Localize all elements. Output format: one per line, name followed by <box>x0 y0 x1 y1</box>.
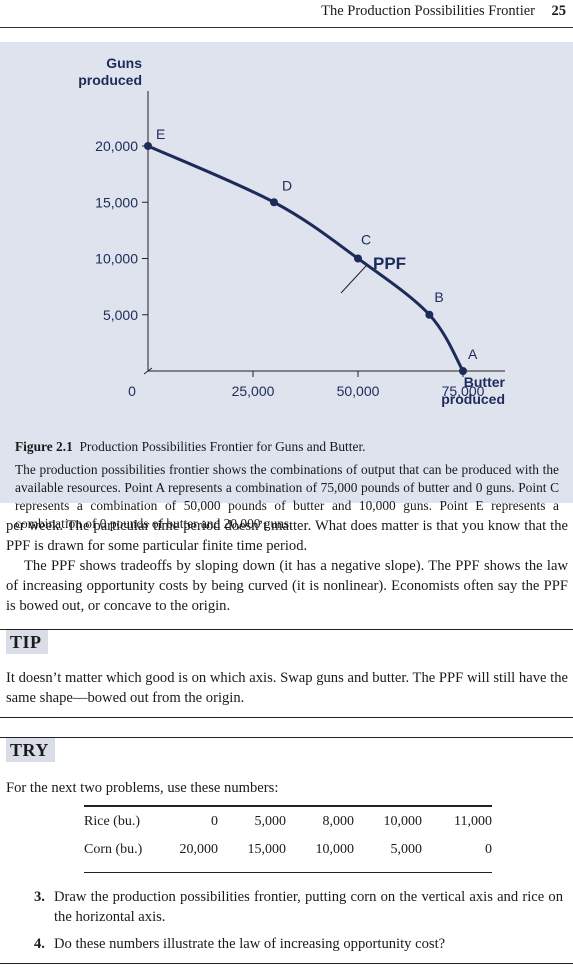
table-cell: 5,000 <box>390 842 423 857</box>
problem-item: 4. Do these numbers illustrate the law o… <box>34 934 563 954</box>
point-d <box>270 198 278 207</box>
problem-number: 4. <box>34 936 45 952</box>
body-paragraphs: per week. The particular time period doe… <box>6 516 568 616</box>
try-bottom-rule <box>0 963 573 964</box>
figure-caption: Figure 2.1 Production Possibilities Fron… <box>15 438 559 533</box>
problem-number: 3. <box>34 889 45 905</box>
y-axis-label: produced <box>78 72 142 88</box>
figure-box: 5,000 10,000 15,000 20,000 0 25,000 50,000 75,0… <box>0 42 573 531</box>
table-cell: 0 <box>211 814 218 829</box>
ppf-curve <box>147 144 465 372</box>
y-tick-label: 15,000 <box>95 194 138 210</box>
x-axis-label: produced <box>441 391 505 407</box>
running-title: The Production Possibilities Frontier <box>321 3 535 19</box>
table-row-label: Corn (bu.) <box>84 842 143 857</box>
page-number: 25 <box>551 3 567 19</box>
problem-list: 3. Draw the production possibilities fro… <box>34 887 563 961</box>
tip-bottom-rule <box>0 717 573 718</box>
tip-text: It doesn’t matter which good is on which… <box>6 670 568 706</box>
y-tick-label: 5,000 <box>103 307 138 323</box>
try-intro: For the next two problems, use these num… <box>6 780 279 796</box>
header-rule <box>0 27 573 28</box>
figure-title-text: Production Possibilities Frontier for Gu… <box>79 439 366 454</box>
point-label-e: E <box>156 126 165 142</box>
figure-title: Figure 2.1 Production Possibilities Fron… <box>15 438 559 456</box>
x-tick-label: 25,000 <box>232 383 275 399</box>
point-e <box>144 142 152 150</box>
point-c <box>354 254 362 263</box>
tip-label: TIP <box>6 630 48 654</box>
table-cell: 8,000 <box>322 814 355 829</box>
x-axis-label: Butter <box>464 374 506 390</box>
x-tick-label: 50,000 <box>337 383 380 399</box>
running-header: The Production Possibilities Frontier 25 <box>0 0 573 30</box>
ppf-label: PPF <box>373 254 406 273</box>
body-para-1: per week. The particular time period doe… <box>6 518 568 554</box>
point-label-b: B <box>434 289 443 305</box>
y-tick-label: 10,000 <box>95 251 138 267</box>
x-tick-label: 0 <box>128 383 136 399</box>
table-cell: 10,000 <box>383 814 423 829</box>
problem-item: 3. Draw the production possibilities fro… <box>34 887 563 927</box>
table-cell: 10,000 <box>315 842 355 857</box>
table-top-rule <box>84 805 492 807</box>
problem-text: Do these numbers illustrate the law of i… <box>54 936 446 952</box>
point-label-d: D <box>282 177 292 193</box>
figure-caption-text: The production possibilities frontier sh… <box>15 462 559 531</box>
table-row-corn: Corn (bu.) 20,000 15,000 10,000 5,000 0 <box>84 836 492 864</box>
try-top-rule <box>0 737 573 738</box>
axis-origin-mark <box>143 367 153 375</box>
table-cell: 11,000 <box>454 814 492 829</box>
try-label: TRY <box>6 738 55 762</box>
point-a <box>459 367 467 375</box>
tip-top-rule <box>0 629 573 630</box>
data-table: Rice (bu.) 0 5,000 8,000 10,000 11,000 C… <box>84 808 492 864</box>
table-row-rice: Rice (bu.) 0 5,000 8,000 10,000 11,000 <box>84 808 492 836</box>
ppf-leader-line <box>340 265 367 294</box>
point-b <box>425 310 434 319</box>
table-bottom-rule <box>84 872 492 873</box>
y-tick-label: 20,000 <box>95 138 138 154</box>
point-label-a: A <box>468 346 478 362</box>
figure-label: Figure 2.1 <box>15 439 73 454</box>
table-row-label: Rice (bu.) <box>84 814 140 829</box>
table-cell: 5,000 <box>254 814 287 829</box>
y-axis-label: Guns <box>106 55 142 71</box>
x-tick-label: 75,000 <box>442 383 485 399</box>
point-label-c: C <box>361 232 371 248</box>
table-cell: 20,000 <box>179 842 219 857</box>
table-cell: 0 <box>485 842 492 857</box>
ppf-chart: 5,000 10,000 15,000 20,000 0 25,000 50,000 75,0… <box>78 55 506 407</box>
table-cell: 15,000 <box>247 842 287 857</box>
problem-text: Draw the production possibilities fronti… <box>54 889 563 925</box>
body-para-2: The PPF shows tradeoffs by sloping down … <box>6 558 568 614</box>
